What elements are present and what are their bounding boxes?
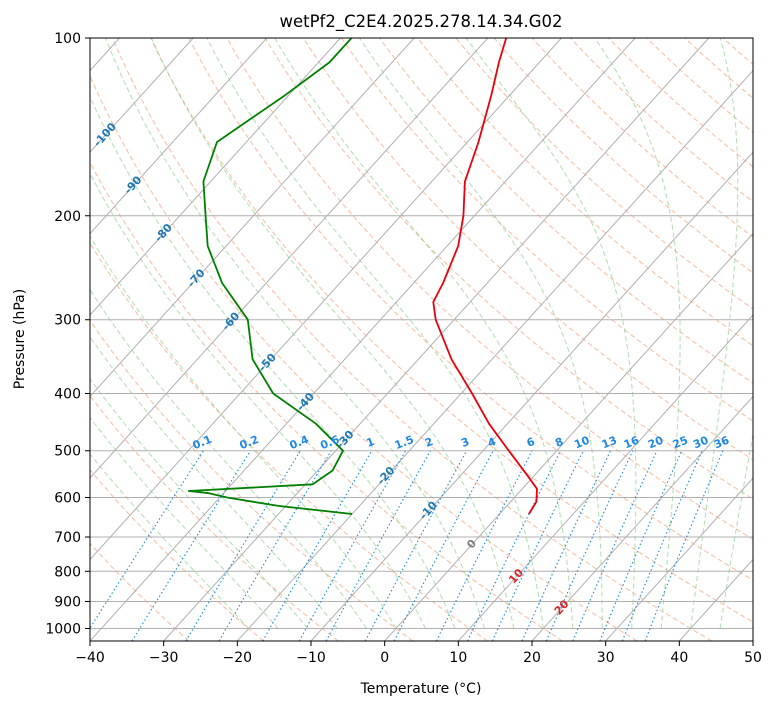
y-tick-label: 900: [54, 594, 81, 610]
moist-adiabat-line: [206, 38, 544, 629]
x-tick-label: −40: [75, 650, 105, 666]
dry-adiabat-line: [302, 38, 753, 461]
x-tick-label: −10: [296, 650, 326, 666]
mixing-ratio-line: [435, 450, 533, 641]
dry-adiabat-line: [90, 242, 488, 641]
x-tick-label: −20: [223, 650, 253, 666]
mixing-ratio-label: 13: [600, 434, 619, 452]
moist-adiabat-line: [465, 38, 637, 629]
mixing-ratio-line: [90, 450, 204, 630]
x-tick-label: 20: [523, 650, 541, 666]
y-tick-label: 500: [54, 444, 81, 460]
dry-adiabat-line: [264, 38, 753, 500]
y-tick-label: 400: [54, 387, 81, 403]
isotherm-line: [90, 38, 341, 316]
dry-adiabat-line: [90, 394, 339, 641]
isotherm-line: [236, 69, 753, 641]
isotherm-line: [310, 151, 753, 641]
y-tick-label: 800: [54, 564, 81, 580]
mixing-ratio-label: 10: [572, 433, 591, 451]
moist-adiabat-line: [90, 453, 249, 629]
x-tick-label: −30: [149, 650, 179, 666]
dry-adiabat-line: [112, 38, 712, 641]
x-tick-label: 30: [597, 650, 615, 666]
y-tick-label: 200: [54, 209, 81, 225]
dry-adiabat-line: [570, 38, 753, 203]
profile-layer: [187, 38, 538, 515]
dewpoint-profile-line: [187, 38, 353, 515]
dry-adiabat-line: [188, 38, 753, 581]
isotherm-line: [163, 38, 710, 641]
plot-frame: [89, 37, 754, 642]
axis-layer: −40 −30 −20 −10 0 10 20 30 40 50 100 200 300 400 500 60…: [45, 31, 762, 666]
mixing-ratio-label: 3: [459, 435, 471, 450]
y-tick-label: 600: [54, 490, 81, 506]
y-axis-label: Pressure (hPa): [12, 289, 28, 389]
moist-adiabat-line: [274, 38, 574, 629]
mixing-ratio-line: [545, 450, 634, 641]
mixing-ratio-label: 25: [671, 434, 690, 452]
mixing-ratio-line: [572, 450, 658, 641]
mixing-ratio-label: 36: [712, 433, 731, 451]
grid-layer: [90, 38, 753, 641]
y-tick-label: 700: [54, 530, 81, 546]
dry-adiabat-line: [379, 38, 753, 384]
y-tick-label: 1000: [45, 621, 81, 637]
dry-adiabat-line: [226, 38, 753, 540]
dry-adiabat-line: [90, 161, 563, 641]
isotherm-line: [384, 232, 753, 641]
dry-adiabat-line: [90, 74, 638, 641]
moist-adiabat-line: [719, 431, 753, 629]
moist-adiabat-line: [90, 235, 397, 629]
dry-adiabat-line: [493, 38, 753, 274]
mixing-ratio-label: 20: [646, 433, 665, 451]
mixing-ratio-line: [644, 450, 724, 641]
isotherm-line: [531, 395, 753, 641]
isotherm-line: [90, 38, 194, 153]
mixing-ratio-label: 1: [365, 435, 377, 450]
moist-adiabat-line: [105, 38, 485, 629]
x-tick-label: 10: [449, 650, 467, 666]
dry-adiabat-line: [90, 319, 414, 641]
moist-adiabat-line: [90, 288, 367, 629]
mixing-ratio-label: 16: [622, 433, 641, 451]
x-axis-label: Temperature (°C): [360, 681, 482, 697]
moist-adiabat-line: [90, 172, 426, 629]
mixing-ratio-line: [621, 450, 703, 641]
mixing-ratio-label: 8: [553, 435, 565, 450]
y-tick-label: 100: [54, 31, 81, 47]
isotherm-line: [90, 38, 562, 561]
moist-adiabat-line: [690, 38, 739, 629]
mixing-ratio-line: [298, 450, 407, 641]
moist-adiabat-line: [358, 38, 603, 629]
moist-adiabat-line: [90, 335, 338, 629]
dry-adiabat-line: [417, 38, 753, 347]
y-tick-label: 300: [54, 313, 81, 329]
x-tick-label: 50: [744, 650, 762, 666]
dry-adiabat-line: [150, 38, 753, 623]
moist-adiabat-line: [90, 417, 279, 629]
mixing-ratio-line: [131, 450, 251, 641]
x-tick-label: 40: [670, 650, 688, 666]
mixing-ratio-line: [262, 450, 373, 641]
moist-adiabat-line: [90, 95, 456, 629]
mixing-ratio-label: 30: [691, 433, 710, 451]
isotherm-line: [90, 38, 636, 641]
temperature-profile-line: [432, 38, 538, 515]
isotherm-line: [605, 477, 753, 641]
moist-adiabat-line: [151, 38, 515, 629]
x-tick-label: 0: [380, 650, 389, 666]
chart-title: wetPf2_C2E4.2025.278.14.34.G02: [279, 12, 562, 32]
mixing-ratio-label: 2: [423, 435, 435, 450]
moist-adiabat-line: [594, 38, 681, 629]
isotherm-line: [90, 38, 415, 398]
mixing-ratio-line: [325, 450, 431, 641]
mixing-ratio-line: [599, 450, 683, 641]
isotherm-line: [457, 314, 753, 641]
isotherm-line: [90, 38, 489, 479]
isotherm-line: [90, 38, 268, 235]
